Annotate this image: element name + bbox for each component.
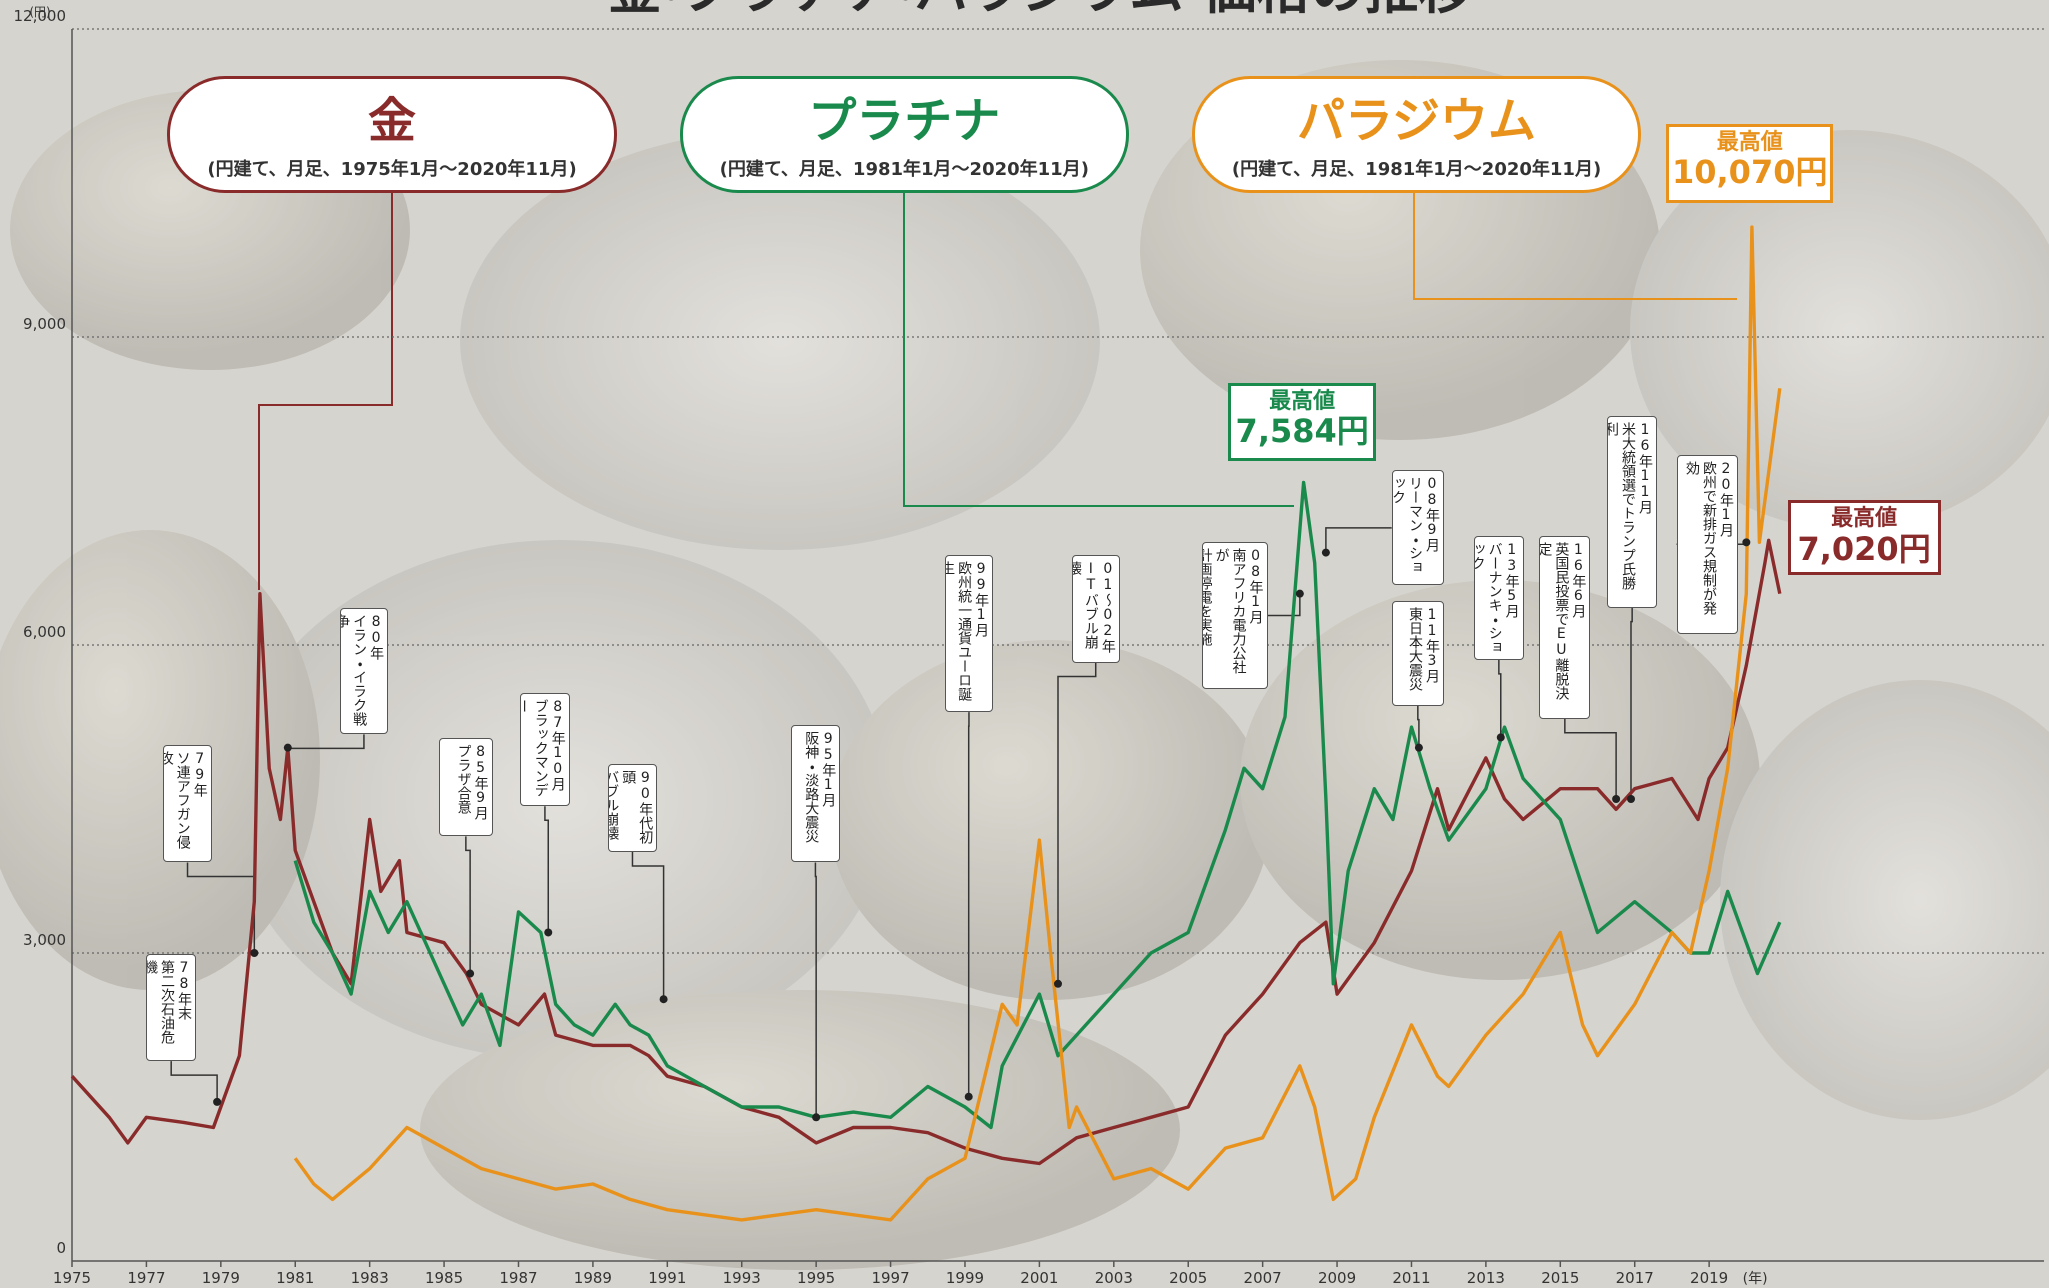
annotation-text: バーナンキ・ショック [1474, 542, 1503, 654]
annotation-text: 米大統領選でトランプ氏勝利 [1607, 422, 1636, 602]
peak-value: 7,584円 [1231, 414, 1373, 449]
legend-name: プラチナ [683, 93, 1127, 149]
annotation: 87年10月ブラックマンデー [520, 693, 570, 807]
overlay: 78年末第二次石油危機79年ソ連アフガン侵攻80年イラン・イラク戦争85年9月プ… [0, 0, 2049, 1288]
annotation-text: プラザ合意 [455, 744, 472, 830]
legend-period: (円建て、月足、1975年1月～2020年11月) [170, 155, 614, 181]
annotation: 08年1月南アフリカ電力公社が計画停電を実施 [1202, 542, 1267, 688]
annotation-text: 阪神・淡路大震災 [802, 731, 819, 856]
annotation-text: 第二次石油危機 [146, 960, 175, 1055]
peak-title: 最高値 [1791, 507, 1938, 531]
annotation-text: 16年11月 [1636, 422, 1653, 602]
annotation: 99年1月欧州統一通貨ユーロ誕生 [945, 555, 993, 712]
annotation-text: 11年3月 [1423, 607, 1440, 700]
legend-period: (円建て、月足、1981年1月～2020年11月) [1195, 155, 1639, 181]
annotation-text: イラン・イラク戦争 [340, 614, 367, 729]
annotation-text: 13年5月 [1503, 542, 1520, 654]
annotation-text: 南アフリカ電力公社が [1213, 548, 1247, 682]
annotation: 90年代初頭バブル崩壊 [608, 764, 658, 852]
annotation-text: 90年代初頭 [619, 770, 653, 846]
annotation-text: 99年1月 [972, 561, 989, 706]
annotation-text: 79年 [191, 751, 208, 857]
annotation-text: バブル崩壊 [608, 770, 620, 846]
annotation: 80年イラン・イラク戦争 [340, 608, 388, 735]
legend-box: プラチナ (円建て、月足、1981年1月～2020年11月) [680, 76, 1130, 194]
annotation-text: 東日本大震災 [1406, 607, 1423, 700]
legend-period: (円建て、月足、1981年1月～2020年11月) [683, 155, 1127, 181]
peak-title: 最高値 [1669, 131, 1830, 155]
peak-value: 7,020円 [1791, 532, 1938, 567]
annotation-text: 欧州統一通貨ユーロ誕生 [945, 561, 972, 706]
annotation-text: 01〜02年 [1099, 561, 1116, 656]
legend-name: パラジウム [1195, 93, 1639, 149]
annotation-text: 87年10月 [549, 699, 566, 801]
peak-value: 10,070円 [1669, 155, 1830, 190]
annotation-text: ソ連アフガン侵攻 [163, 751, 190, 857]
peak-title: 最高値 [1231, 390, 1373, 414]
annotation: 20年1月欧州で新排ガス規制が発効 [1677, 455, 1738, 634]
annotation: 16年6月英国民投票でEU離脱決定 [1539, 536, 1590, 719]
annotation-text: 80年 [367, 614, 384, 729]
annotation-text: リーマン・ショック [1392, 476, 1423, 579]
annotation: 11年3月東日本大震災 [1392, 601, 1444, 706]
peak-label: 最高値10,070円 [1666, 124, 1833, 202]
annotation: 13年5月バーナンキ・ショック [1474, 536, 1524, 660]
annotation-text: 16年6月 [1569, 542, 1586, 713]
annotation-text: 78年末 [175, 960, 192, 1055]
page: 金・プラチナ・パラジウム 価格の推移 (円) 03,0006,0009,0001… [0, 0, 2049, 1288]
annotation-text: 95年1月 [819, 731, 836, 856]
annotation: 95年1月阪神・淡路大震災 [791, 725, 841, 862]
annotation-text: ブラックマンデー [520, 699, 549, 801]
annotation-text: 計画停電を実施 [1202, 548, 1212, 682]
annotation-text: 欧州で新排ガス規制が発効 [1683, 461, 1717, 628]
legend-box: 金 (円建て、月足、1975年1月～2020年11月) [167, 76, 617, 194]
annotation-text: 08年1月 [1247, 548, 1264, 682]
legend-name: 金 [170, 93, 614, 149]
annotation-text: ITバブル崩壊 [1072, 561, 1099, 656]
annotation-text: 08年9月 [1423, 476, 1440, 579]
annotation: 79年ソ連アフガン侵攻 [163, 745, 211, 863]
annotation: 78年末第二次石油危機 [146, 954, 196, 1061]
annotation: 16年11月米大統領選でトランプ氏勝利 [1607, 416, 1657, 608]
annotation-text: 20年1月 [1717, 461, 1734, 628]
annotation: 08年9月リーマン・ショック [1392, 470, 1444, 585]
annotation-text: 英国民投票でEU離脱決定 [1539, 542, 1569, 713]
annotation: 85年9月プラザ合意 [439, 738, 493, 836]
legend-box: パラジウム (円建て、月足、1981年1月～2020年11月) [1192, 76, 1642, 194]
annotation-text: 85年9月 [472, 744, 489, 830]
